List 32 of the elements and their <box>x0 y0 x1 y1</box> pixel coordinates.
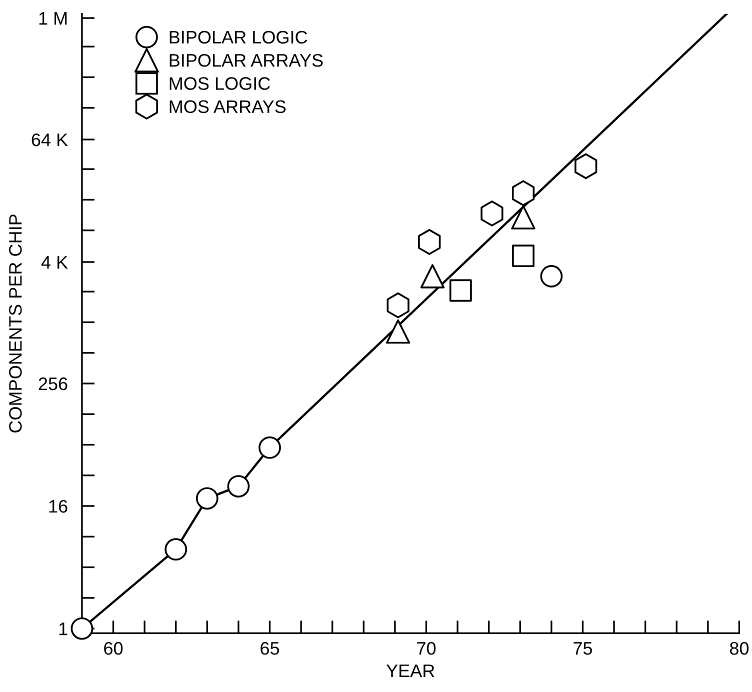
point <box>258 436 281 459</box>
point <box>196 487 218 510</box>
y-tick-label: 256 <box>38 377 68 390</box>
y-tick-label: 4 K <box>41 256 68 269</box>
y-tick-label: 1 M <box>39 12 67 25</box>
y-tick-label: 64 K <box>32 133 68 146</box>
point <box>480 200 504 226</box>
y-axis-title: COMPONENTS PER CHIP <box>9 214 22 432</box>
legend-label: MOS ARRAYS <box>170 100 286 114</box>
point <box>540 265 563 288</box>
point <box>164 538 188 561</box>
point <box>512 180 535 206</box>
point <box>511 205 536 230</box>
point <box>420 264 445 288</box>
point <box>418 229 441 255</box>
x-tick-label: 80 <box>730 642 749 655</box>
legend-label: MOS LOGIC <box>170 77 270 90</box>
x-tick-label: 70 <box>417 642 436 655</box>
legend-label: BIPOLAR LOGIC <box>170 30 308 44</box>
point <box>386 292 410 318</box>
x-tick-label: 75 <box>574 642 592 655</box>
y-tick-label: 16 <box>49 500 68 513</box>
y-tick-label: 1 <box>59 622 68 636</box>
x-axis-title: YEAR <box>386 664 434 677</box>
point <box>386 319 410 344</box>
point <box>449 279 472 302</box>
x-tick-label: 65 <box>260 642 280 655</box>
legend-label: BIPOLAR ARRAYS <box>170 54 323 67</box>
x-tick-label: 60 <box>104 642 123 655</box>
point <box>512 244 534 268</box>
point <box>574 153 598 180</box>
point <box>227 475 250 498</box>
